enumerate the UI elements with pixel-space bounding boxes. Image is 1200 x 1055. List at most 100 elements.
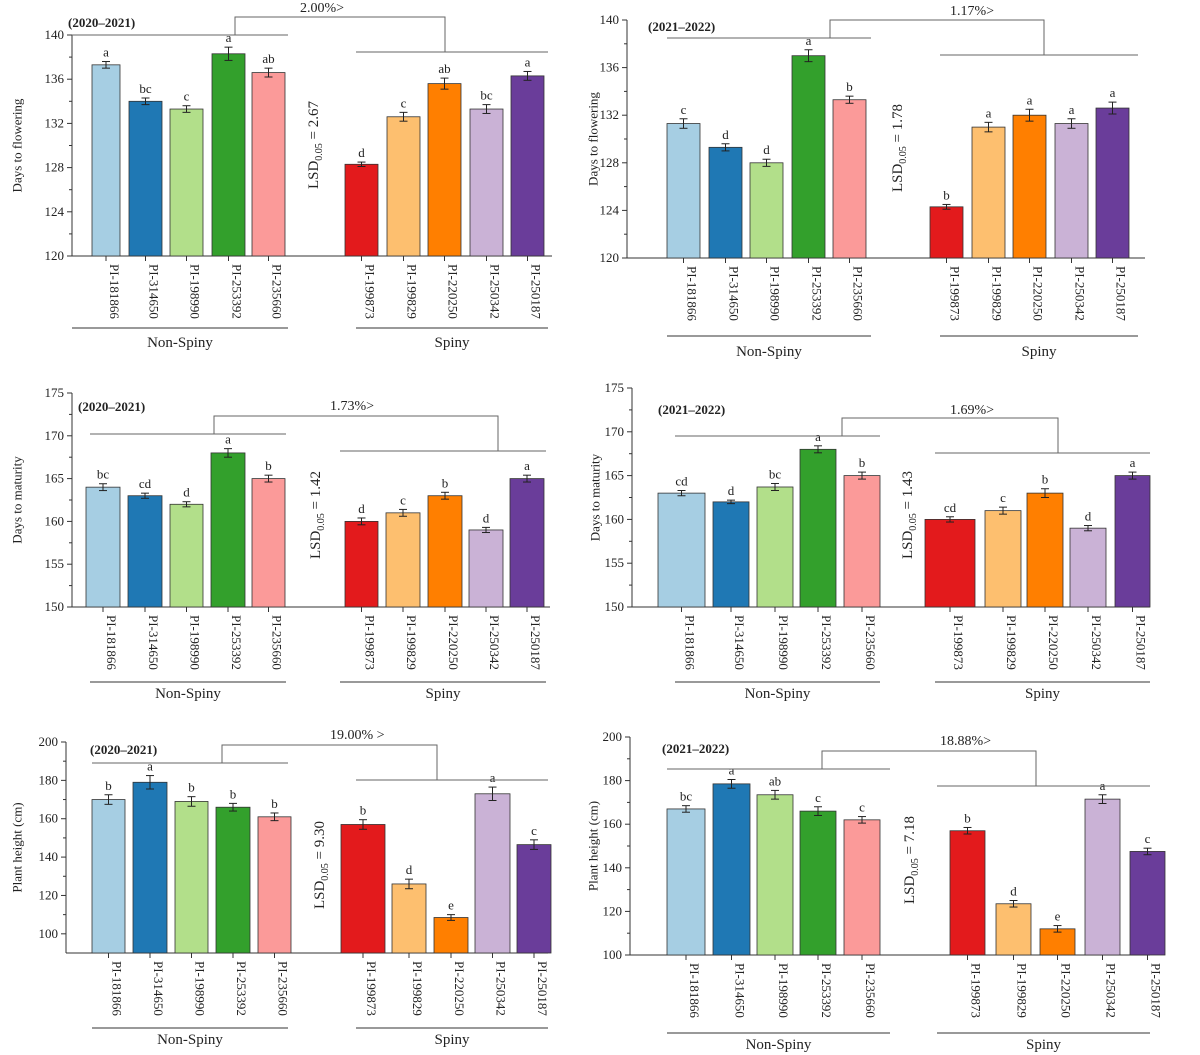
category-label: PI-250187 [1114,266,1129,321]
category-label: PI-314650 [147,264,162,319]
bar-PI-253392 [791,55,826,259]
category-label: PI-181866 [104,615,119,670]
chart-panel-2: 120 124 128 132 136 140 Days to flowering c PI-1… [586,4,1145,360]
bar-PI-181866 [85,486,121,608]
bar-PI-199829 [391,883,427,954]
category-label: PI-250187 [1149,963,1164,1018]
bar-PI-314650 [132,781,168,954]
category-label: PI-314650 [727,266,742,321]
bar-PI-250342 [1054,123,1089,259]
y-tick-label: 165 [45,471,65,486]
category-label: PI-199829 [410,961,425,1016]
period-label: (2021–2022) [658,402,725,417]
category-label: PI-250342 [488,264,503,319]
category-label: PI-220250 [446,615,461,670]
significance-letter: a [806,33,812,48]
lsd-main: LSD [308,531,324,560]
significance-letter: ab [769,773,781,788]
significance-letter: cd [139,476,152,491]
significance-letter: d [1010,884,1017,899]
bar-PI-314650 [712,783,751,956]
period-label: (2021–2022) [662,741,729,756]
lsd-main: LSD [902,876,918,905]
significance-letter: a [525,54,531,69]
category-label: PI-250187 [529,264,544,319]
lsd-label: LSD0.05 = 1.43 [900,471,919,559]
significance-letter: a [226,30,232,45]
bar-PI-253392 [799,448,837,608]
significance-letter: d [483,510,490,525]
y-tick-label: 165 [605,468,625,483]
group-label-spiny: Spiny [434,335,470,351]
bar-PI-235660 [257,816,292,954]
category-label: PI-199829 [404,615,419,670]
category-label: PI-253392 [230,264,245,319]
bar-PI-253392 [799,810,837,956]
bar-PI-253392 [211,53,246,257]
y-tick-label: 140 [45,27,65,42]
period-label: (2020–2021) [90,742,157,757]
category-label: PI-314650 [146,615,161,670]
group-label-spiny: Spiny [425,686,461,702]
category-label: PI-199873 [363,615,378,670]
significance-letter: bc [139,81,152,96]
lsd-value: = 9.30 [312,821,328,863]
period-label: (2021–2022) [648,19,715,34]
y-tick-label: 120 [600,250,620,265]
bar-PI-314650 [708,146,743,259]
category-label: PI-198990 [776,615,791,670]
category-label: PI-198990 [768,266,783,321]
y-tick-label: 120 [45,248,65,263]
y-tick-label: 136 [45,71,65,86]
category-label: PI-220250 [446,264,461,319]
comparison-bracket [221,744,438,780]
category-label: PI-199873 [951,615,966,670]
category-label: PI-250187 [528,615,543,670]
significance-letter: bc [97,467,110,482]
significance-letter: b [943,187,950,202]
y-tick-label: 124 [45,204,65,219]
y-tick-label: 132 [45,115,65,130]
bar-PI-235660 [843,475,881,608]
bar-PI-199829 [385,512,421,608]
lsd-value: = 2.67 [306,100,322,143]
group-label-non-spiny: Non-Spiny [155,686,221,702]
bar-PI-250187 [510,75,545,257]
significance-letter: ab [438,61,450,76]
lsd-label: LSD0.05 = 2.67 [306,100,325,189]
category-label: PI-181866 [683,615,698,670]
significance-letter: b [360,803,367,818]
category-label: PI-235660 [863,963,878,1018]
percent-difference: 1.69%> [950,403,994,418]
comparison-bracket [234,16,446,52]
category-label: PI-314650 [732,615,747,670]
significance-letter: b [265,458,272,473]
significance-letter: cd [675,473,688,488]
bar-PI-250187 [1114,475,1151,608]
y-tick-label: 175 [45,385,65,400]
group-label-spiny: Spiny [1026,1037,1062,1053]
y-axis-title: Days to maturity [588,453,603,541]
category-label: PI-235660 [863,615,878,670]
group-label-non-spiny: Non-Spiny [746,1037,812,1053]
category-label: PI-198990 [193,961,208,1016]
y-tick-label: 140 [600,12,620,27]
significance-letter: b [105,778,112,793]
y-tick-label: 160 [39,811,59,826]
y-tick-label: 140 [39,849,59,864]
lsd-label: LSD0.05 = 1.78 [890,104,909,192]
category-label: PI-220250 [1031,266,1046,321]
bar-PI-250342 [1069,527,1107,608]
category-label: PI-199829 [1004,615,1019,670]
lsd-subscript: 0.05 [314,143,325,161]
chart-panel-1: 120 124 128 132 136 140 Days to flowering a PI-1… [10,1,552,351]
significance-letter: a [147,759,153,774]
category-label: PI-253392 [810,266,825,321]
bar-PI-220250 [427,83,462,257]
category-label: PI-235660 [276,961,291,1016]
category-label: PI-199873 [948,266,963,321]
significance-letter: a [1069,102,1075,117]
bar-PI-199829 [971,126,1006,259]
significance-letter: c [1145,831,1151,846]
significance-letter: a [1110,85,1116,100]
